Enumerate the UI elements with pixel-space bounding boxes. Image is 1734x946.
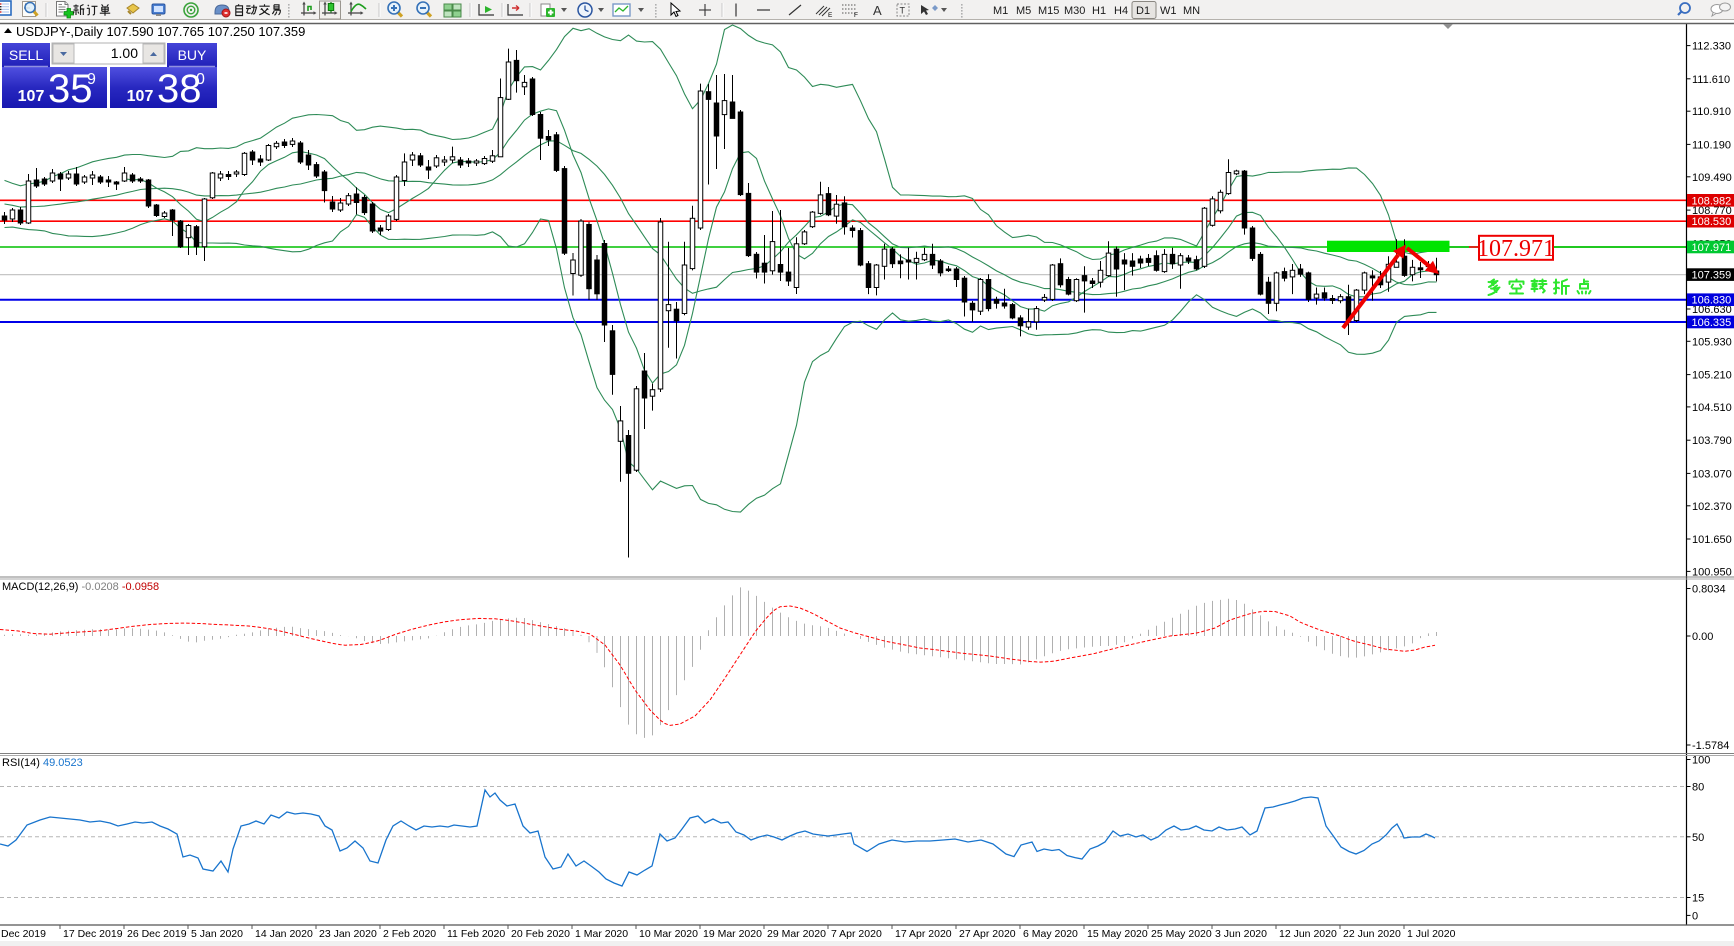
svg-text:0.8034: 0.8034 bbox=[1692, 584, 1726, 596]
svg-text:3 Jun 2020: 3 Jun 2020 bbox=[1215, 928, 1267, 940]
svg-text:105.210: 105.210 bbox=[1692, 370, 1732, 382]
svg-text:W1: W1 bbox=[1160, 5, 1177, 17]
svg-text:103.790: 103.790 bbox=[1692, 435, 1732, 447]
svg-text:107: 107 bbox=[127, 88, 154, 105]
svg-text:109.490: 109.490 bbox=[1692, 172, 1732, 184]
svg-text:RSI(14) 49.0523: RSI(14) 49.0523 bbox=[2, 757, 83, 769]
svg-text:108.982: 108.982 bbox=[1692, 195, 1732, 207]
svg-text:103.070: 103.070 bbox=[1692, 468, 1732, 480]
svg-text:105.930: 105.930 bbox=[1692, 336, 1732, 348]
svg-text:111.610: 111.610 bbox=[1692, 74, 1730, 86]
svg-text:M30: M30 bbox=[1064, 5, 1085, 17]
svg-text:6 May 2020: 6 May 2020 bbox=[1023, 928, 1078, 940]
svg-text:BUY: BUY bbox=[178, 47, 207, 63]
svg-text:0: 0 bbox=[1692, 910, 1698, 922]
svg-text:104.510: 104.510 bbox=[1692, 402, 1732, 414]
svg-text:M1: M1 bbox=[993, 5, 1008, 17]
svg-text:SELL: SELL bbox=[9, 47, 43, 63]
svg-text:1 Mar 2020: 1 Mar 2020 bbox=[575, 928, 628, 940]
svg-text:0: 0 bbox=[196, 71, 205, 88]
svg-text:35: 35 bbox=[48, 67, 93, 111]
svg-text:F: F bbox=[854, 12, 858, 19]
svg-text:M15: M15 bbox=[1038, 5, 1059, 17]
svg-text:9: 9 bbox=[87, 71, 96, 88]
svg-text:H1: H1 bbox=[1092, 5, 1106, 17]
svg-text:M5: M5 bbox=[1016, 5, 1031, 17]
svg-text:USDJPY-,Daily 107.590 107.765: USDJPY-,Daily 107.590 107.765 107.250 10… bbox=[16, 24, 305, 39]
svg-text:106.335: 106.335 bbox=[1692, 317, 1732, 329]
svg-text:23 Jan 2020: 23 Jan 2020 bbox=[319, 928, 377, 940]
svg-text:15 May 2020: 15 May 2020 bbox=[1087, 928, 1148, 940]
svg-text:38: 38 bbox=[157, 67, 202, 111]
svg-text:107: 107 bbox=[18, 88, 45, 105]
svg-text:26 Dec 2019: 26 Dec 2019 bbox=[127, 928, 187, 940]
svg-text:27 Apr 2020: 27 Apr 2020 bbox=[959, 928, 1016, 940]
svg-text:12 Jun 2020: 12 Jun 2020 bbox=[1279, 928, 1337, 940]
svg-text:Dec 2019: Dec 2019 bbox=[1, 928, 46, 940]
svg-text:MN: MN bbox=[1183, 5, 1200, 17]
svg-text:106.830: 106.830 bbox=[1692, 295, 1732, 307]
svg-text:19 Mar 2020: 19 Mar 2020 bbox=[703, 928, 762, 940]
svg-text:1.00: 1.00 bbox=[111, 45, 138, 61]
svg-text:110.190: 110.190 bbox=[1692, 139, 1731, 151]
svg-text:17 Dec 2019: 17 Dec 2019 bbox=[63, 928, 123, 940]
svg-text:20 Feb 2020: 20 Feb 2020 bbox=[511, 928, 570, 940]
svg-text:107.971: 107.971 bbox=[1477, 236, 1555, 262]
svg-text:22 Jun 2020: 22 Jun 2020 bbox=[1343, 928, 1401, 940]
svg-text:11 Feb 2020: 11 Feb 2020 bbox=[447, 928, 505, 940]
svg-text:1 Jul 2020: 1 Jul 2020 bbox=[1407, 928, 1456, 940]
svg-text:MACD(12,26,9) -0.0208 -0.0958: MACD(12,26,9) -0.0208 -0.0958 bbox=[2, 581, 159, 593]
svg-text:E: E bbox=[828, 12, 833, 19]
svg-text:106.630: 106.630 bbox=[1692, 304, 1732, 316]
svg-text:D1: D1 bbox=[1136, 5, 1150, 17]
svg-text:5 Jan 2020: 5 Jan 2020 bbox=[191, 928, 243, 940]
svg-text:108.530: 108.530 bbox=[1692, 216, 1732, 228]
svg-text:2 Feb 2020: 2 Feb 2020 bbox=[383, 928, 436, 940]
svg-text:50: 50 bbox=[1692, 832, 1704, 844]
svg-text:T: T bbox=[900, 6, 906, 16]
svg-text:H4: H4 bbox=[1114, 5, 1128, 17]
svg-text:25 May 2020: 25 May 2020 bbox=[1151, 928, 1212, 940]
svg-text:107.971: 107.971 bbox=[1692, 242, 1732, 254]
svg-text:7 Apr 2020: 7 Apr 2020 bbox=[831, 928, 882, 940]
svg-text:15: 15 bbox=[1692, 893, 1704, 905]
svg-text:14 Jan 2020: 14 Jan 2020 bbox=[255, 928, 313, 940]
svg-text:100: 100 bbox=[1692, 755, 1710, 767]
svg-text:10 Mar 2020: 10 Mar 2020 bbox=[639, 928, 698, 940]
svg-text:107.359: 107.359 bbox=[1692, 270, 1732, 282]
svg-text:101.650: 101.650 bbox=[1692, 534, 1732, 546]
svg-text:112.330: 112.330 bbox=[1692, 41, 1731, 53]
svg-text:100.950: 100.950 bbox=[1692, 566, 1732, 578]
svg-text:102.370: 102.370 bbox=[1692, 501, 1732, 513]
svg-text:108.770: 108.770 bbox=[1692, 205, 1732, 217]
svg-text:80: 80 bbox=[1692, 782, 1704, 794]
svg-text:0.00: 0.00 bbox=[1692, 631, 1713, 643]
svg-text:A: A bbox=[873, 3, 882, 18]
svg-text:-1.5784: -1.5784 bbox=[1692, 740, 1729, 752]
svg-text:29 Mar 2020: 29 Mar 2020 bbox=[767, 928, 826, 940]
svg-text:110.910: 110.910 bbox=[1692, 106, 1731, 118]
svg-text:17 Apr 2020: 17 Apr 2020 bbox=[895, 928, 952, 940]
